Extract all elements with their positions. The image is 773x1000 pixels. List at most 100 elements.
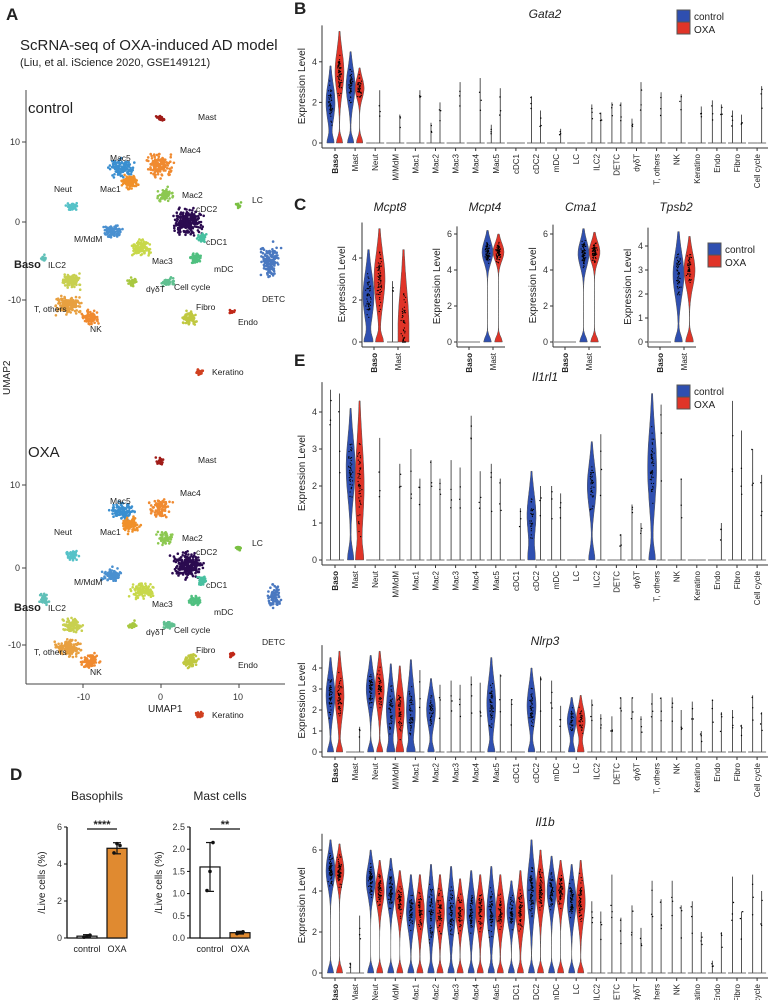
umap-ylabel: UMAP2 — [2, 360, 13, 395]
umap-cell-point — [192, 600, 195, 604]
umap-cell-point — [106, 578, 109, 581]
cell-point — [511, 699, 513, 701]
umap-cell-point — [132, 178, 135, 181]
cell-point — [371, 692, 373, 694]
cell-point — [431, 715, 433, 718]
cell-point — [330, 112, 332, 114]
umap-cell-point — [184, 233, 187, 237]
cell-point — [459, 698, 461, 700]
cell-point — [337, 75, 339, 78]
umap-cell-point — [168, 197, 171, 200]
umap-cell-point — [83, 665, 87, 668]
cell-point — [350, 88, 352, 90]
umap-cell-point — [104, 228, 107, 232]
umap-cell-point — [146, 168, 150, 171]
cell-point — [760, 93, 762, 95]
cell-point — [592, 505, 594, 507]
umap-cell-point — [157, 499, 161, 503]
cell-point — [359, 473, 361, 475]
umap-cell-point — [161, 192, 164, 195]
cell-point — [490, 705, 492, 707]
cell-point — [349, 87, 351, 90]
category-label: Mac3 — [452, 570, 461, 590]
umap-cell-point — [129, 172, 133, 176]
umap-cluster-neut — [64, 201, 79, 211]
cell-point — [358, 522, 360, 524]
umap-cell-point — [121, 522, 125, 525]
umap-cell-point — [196, 712, 200, 715]
umap-cell-point — [188, 208, 191, 212]
umap-cell-point — [104, 225, 107, 229]
cell-point — [700, 116, 703, 118]
umap-cell-point — [184, 550, 188, 554]
cell-point — [329, 700, 331, 702]
cell-point — [651, 458, 653, 460]
category-label: Mac3 — [452, 762, 461, 782]
cell-point — [470, 425, 472, 427]
umap-cell-point — [179, 556, 183, 559]
umap-cell-point — [122, 175, 125, 179]
umap-cell-point — [67, 655, 71, 658]
panel-label-c: C — [294, 195, 306, 214]
umap-cell-point — [116, 567, 119, 570]
umap-cell-point — [69, 627, 72, 630]
umap-cell-point — [164, 195, 167, 199]
umap-cell-point — [143, 243, 146, 246]
cell-point — [350, 488, 352, 490]
umap-cell-point — [65, 646, 69, 650]
cell-point — [491, 702, 493, 704]
umap-cell-point — [117, 160, 120, 163]
cell-point — [620, 120, 622, 122]
umap-cell-point — [237, 545, 241, 549]
y-tick-label: 0 — [312, 555, 317, 565]
cell-point — [438, 717, 441, 719]
umap-cell-point — [126, 184, 129, 187]
umap-cell-point — [156, 530, 160, 534]
umap-cell-point — [143, 589, 147, 592]
umap-cell-point — [193, 602, 196, 606]
umap-cell-point — [267, 590, 270, 593]
cell-point — [400, 718, 402, 720]
cell-point — [653, 482, 655, 485]
cell-point — [478, 501, 480, 504]
umap-cell-point — [275, 586, 278, 590]
umap-cluster-detc — [266, 583, 283, 610]
category-label: ILC2 — [592, 153, 601, 170]
umap-cell-point — [186, 562, 189, 566]
cell-point — [611, 107, 613, 109]
umap-cell-point — [147, 501, 151, 504]
umap-cell-point — [129, 626, 133, 629]
cell-point — [399, 728, 401, 730]
umap-cell-point — [72, 627, 75, 631]
umap-cell-point — [127, 170, 130, 173]
umap-cell-point — [166, 199, 170, 203]
umap-cell-point — [111, 160, 114, 163]
cell-point — [531, 702, 533, 704]
umap-cell-point — [67, 300, 70, 303]
umap-cell-point — [134, 184, 138, 188]
umap-cell-point — [73, 648, 77, 651]
umap-cell-point — [88, 314, 92, 317]
umap-cell-point — [279, 246, 283, 250]
umap-cluster-cell-cycle — [162, 620, 176, 630]
cell-point — [390, 722, 392, 724]
cell-point — [652, 485, 654, 488]
umap-cluster-t-others — [54, 294, 83, 317]
umap-cell-point — [159, 177, 162, 180]
umap-cell-point — [66, 202, 70, 205]
cell-point — [329, 694, 331, 696]
cell-point — [348, 456, 350, 458]
gene-title: Il1rl1 — [532, 370, 558, 384]
umap-cell-point — [163, 513, 167, 517]
umap-cell-point — [191, 656, 194, 660]
cell-point — [531, 697, 533, 700]
cell-point — [358, 89, 360, 91]
umap-cell-point — [113, 227, 116, 230]
umap-cell-point — [112, 506, 116, 509]
umap-cell-point — [146, 156, 150, 159]
category-label: M/MdM — [391, 763, 400, 790]
cell-point — [430, 701, 432, 704]
umap-cell-point — [229, 309, 232, 313]
cell-point — [349, 473, 351, 475]
umap-cell-point — [154, 173, 157, 177]
